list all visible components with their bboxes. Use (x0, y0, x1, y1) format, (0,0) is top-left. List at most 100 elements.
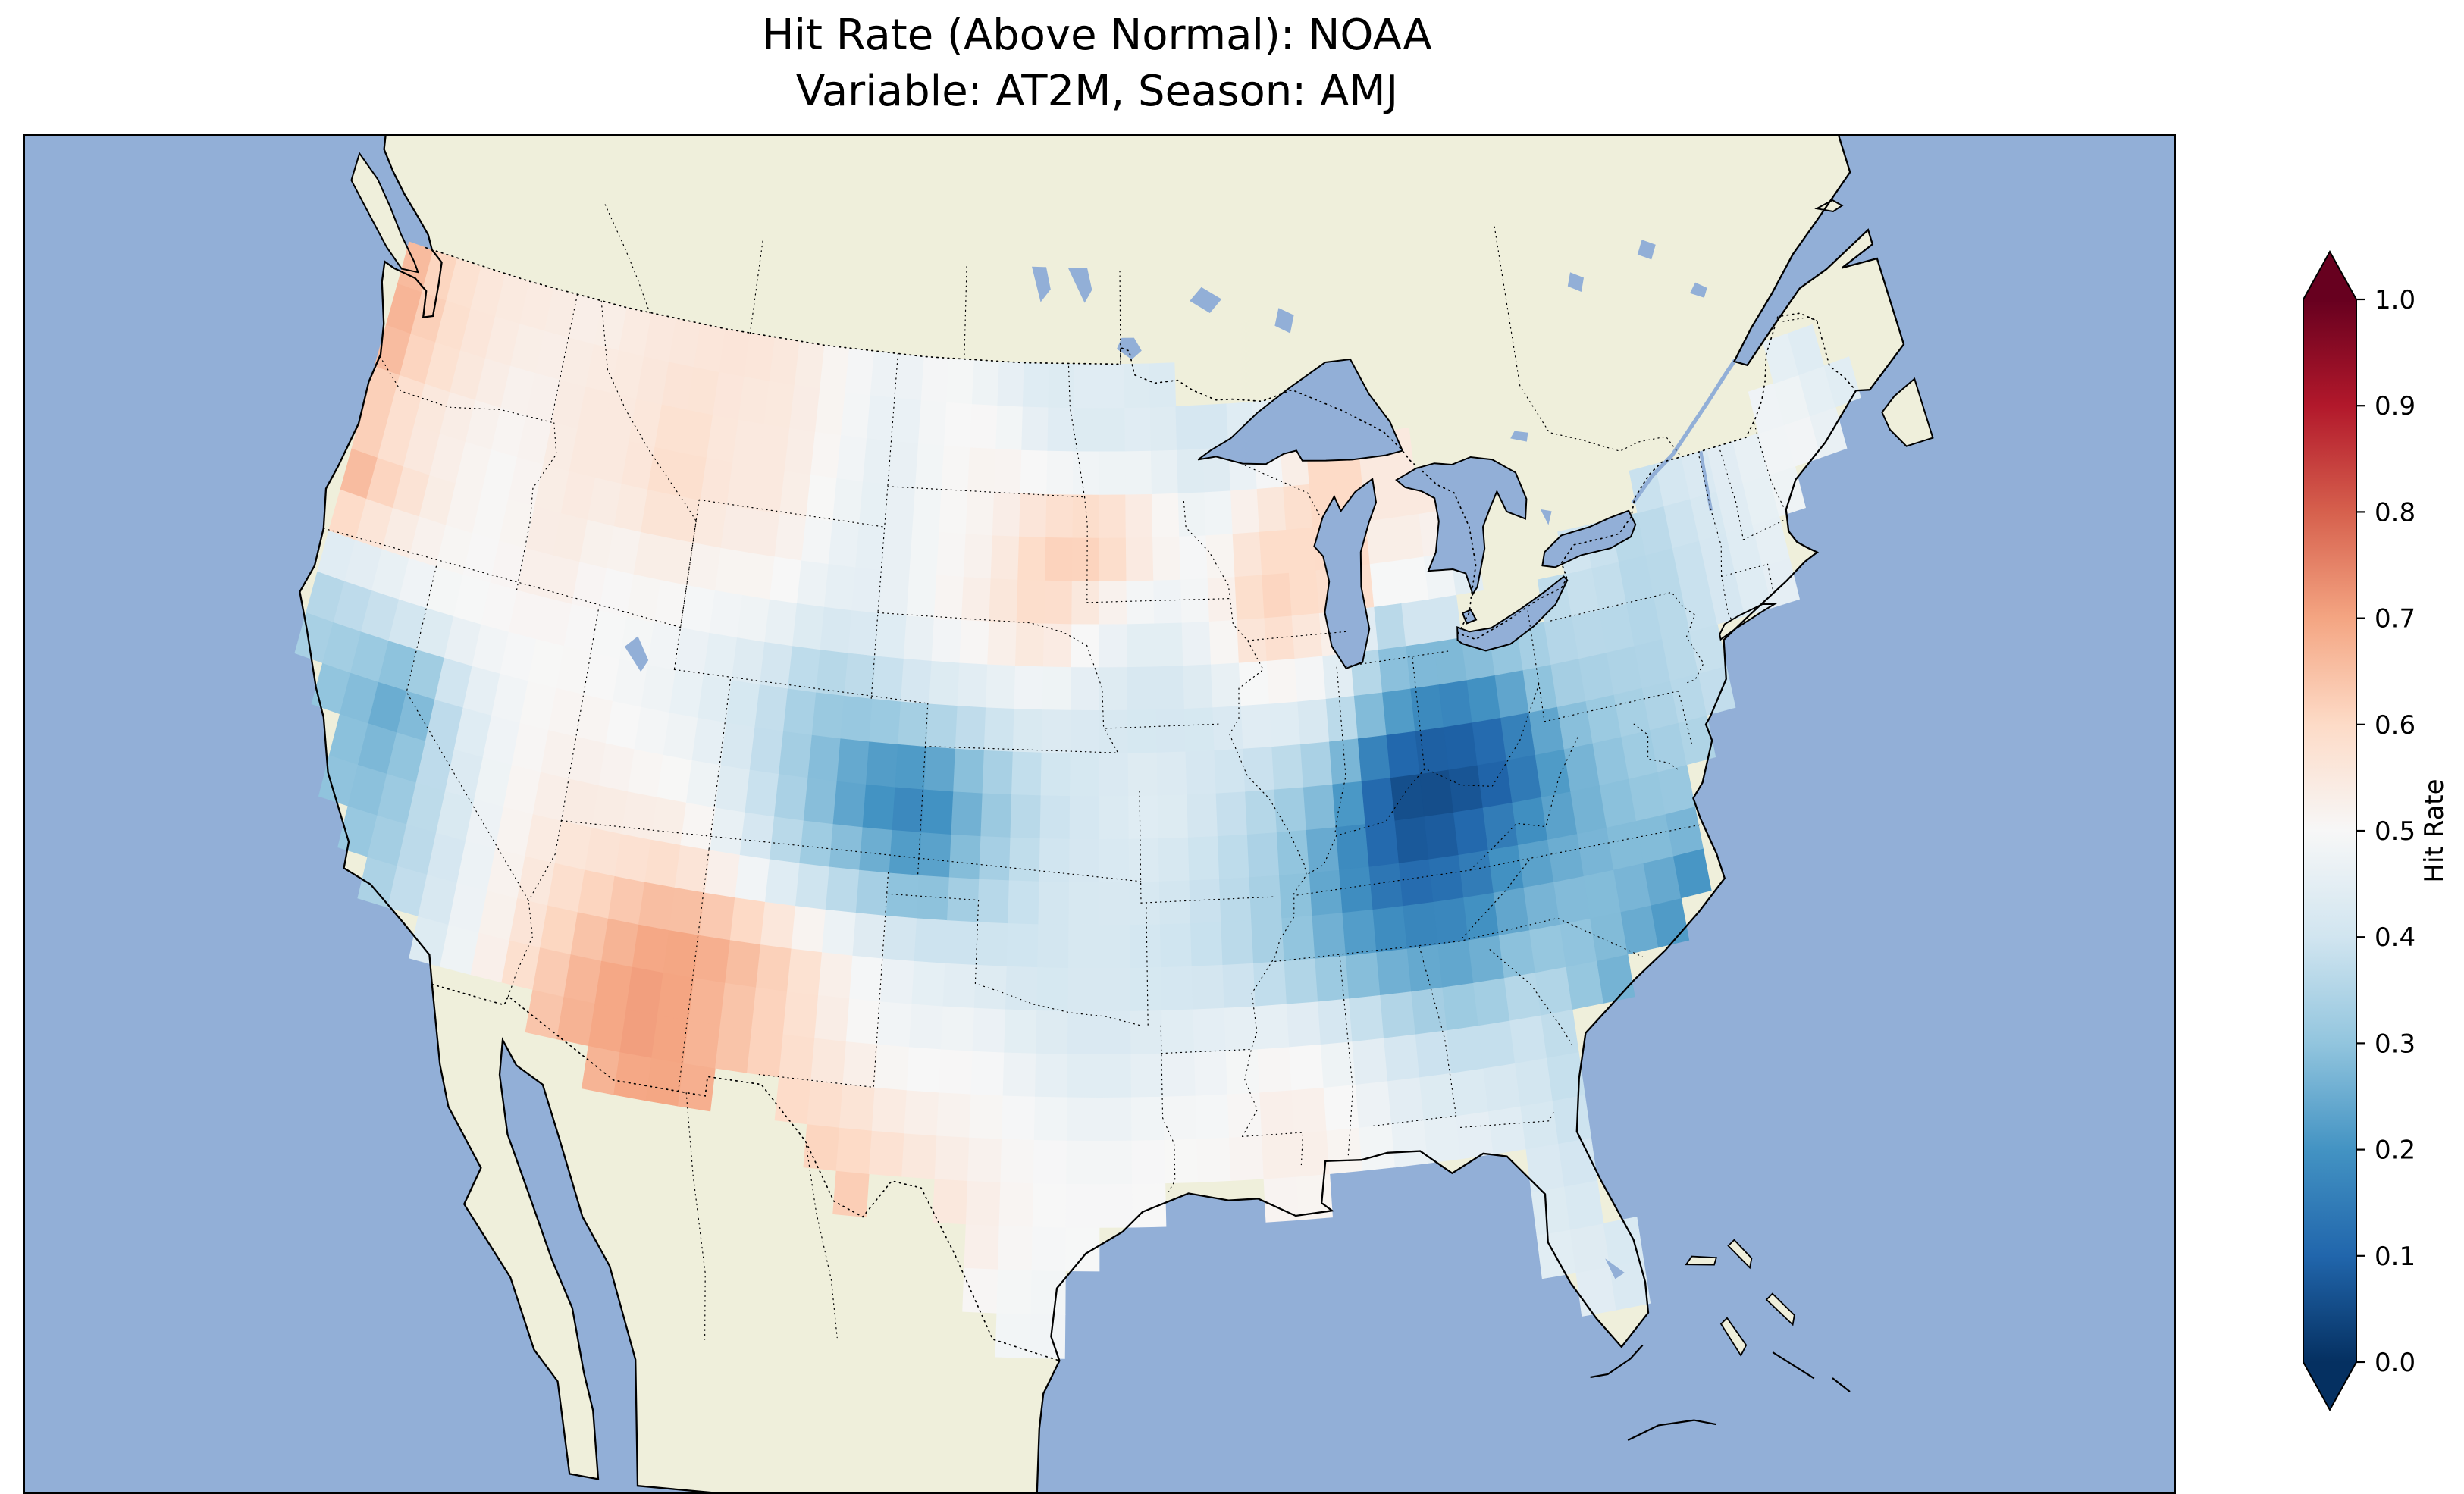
state-border (1550, 591, 1704, 684)
state-border (406, 565, 534, 997)
colorbar-tick-label: 0.5 (2375, 816, 2415, 847)
lake (1637, 240, 1656, 260)
state-border (1412, 657, 1425, 769)
island-land (351, 153, 419, 273)
state-border (1067, 363, 1086, 498)
state-border (1698, 451, 1732, 621)
state-border (698, 499, 886, 528)
chart-title-line2: Variable: AT2M, Season: AMJ (795, 66, 1399, 116)
state-border (1753, 421, 1786, 512)
island-land (1882, 378, 1933, 446)
state-border (1140, 896, 1277, 904)
state-border (1459, 917, 1643, 957)
lake (1032, 266, 1051, 302)
lake (1510, 431, 1528, 442)
state-border (1527, 610, 1545, 722)
lake (1605, 1258, 1625, 1279)
map-panel (23, 134, 2176, 1494)
colorbar-tick-label: 0.2 (2375, 1135, 2415, 1166)
island-coastline (1814, 199, 1844, 213)
state-border (379, 355, 555, 424)
state-border (560, 820, 1142, 882)
state-border (877, 612, 1088, 647)
lake (1117, 337, 1142, 360)
state-border (1161, 1048, 1252, 1054)
state-border (1339, 955, 1354, 1157)
state-border (323, 528, 682, 628)
state-border (1296, 869, 1471, 896)
bahamas-island (1685, 1255, 1717, 1266)
state-border (560, 609, 599, 822)
bahamas-island (1765, 1292, 1795, 1326)
province-border (805, 1141, 838, 1339)
colorbar-tick-label: 1.0 (2375, 285, 2415, 315)
province-border (603, 202, 650, 314)
lake (1274, 308, 1294, 334)
bahamas-island (1727, 1239, 1753, 1270)
province-border (1119, 267, 1121, 365)
state-border (678, 849, 710, 1092)
colorbar-tick-label: 0.8 (2375, 497, 2415, 528)
lake (625, 636, 649, 672)
lake (1567, 272, 1584, 292)
st-lawrence-river (1631, 359, 1737, 505)
state-border (1469, 824, 1704, 871)
state-border (1105, 723, 1222, 729)
coastline (299, 136, 1905, 1492)
state-border (1544, 691, 1679, 722)
lake-champlain (1699, 451, 1713, 511)
us-canada-border (425, 246, 1857, 641)
island-coastline (1881, 377, 1934, 447)
province-border (1494, 226, 1682, 458)
colorbar-tick-label: 0.3 (2375, 1029, 2415, 1059)
province-border (685, 1092, 706, 1340)
colorbar: 1.0 0.9 0.8 0.7 0.6 0.5 0.4 0.3 0.2 0.1 0.0 Hit Rat… (2303, 249, 2450, 1412)
state-border (1274, 941, 1460, 962)
province-border (964, 262, 967, 360)
bahamas-island (1719, 1317, 1748, 1358)
island-chain (1627, 1419, 1717, 1441)
great-lake (1461, 609, 1478, 625)
state-border (1139, 791, 1142, 904)
state-border (673, 669, 929, 704)
colorbar-tick-label: 0.1 (2375, 1242, 2415, 1272)
colorbar-tick-label: 0.7 (2375, 604, 2415, 634)
state-border (886, 893, 980, 901)
state-border (600, 300, 697, 521)
great-lake (1541, 509, 1637, 568)
state-border (1244, 465, 1324, 522)
island-chain (1772, 1351, 1815, 1380)
state-border (758, 872, 889, 1088)
colorbar-tick-label: 0.6 (2375, 710, 2415, 741)
island-land (1817, 200, 1842, 211)
lake (1540, 509, 1552, 525)
hit-rate-heatmap (294, 241, 1861, 1359)
state-border (528, 820, 562, 901)
us-mexico-border (431, 983, 1061, 1362)
state-border (1459, 860, 1530, 942)
chart-title: Hit Rate (Above Normal): NOAA Variable: … (23, 8, 2171, 120)
great-lake (1197, 358, 1404, 465)
state-border (1242, 1132, 1304, 1168)
island-chain (1590, 1344, 1644, 1379)
colorbar-axis-label: Hit Rate (2419, 778, 2450, 882)
state-border (1084, 496, 1088, 603)
island-coastline (350, 152, 419, 274)
colorbar-extend-min (2303, 1362, 2356, 1410)
colorbar-extend-max (2303, 252, 2356, 299)
state-border (1247, 631, 1348, 641)
state-border (1086, 598, 1230, 603)
colorbar-tick-label: 0.0 (2375, 1348, 2415, 1378)
state-border (1183, 501, 1307, 1137)
state-border (1146, 902, 1149, 1026)
state-border (1721, 563, 1769, 577)
lake (1190, 287, 1222, 313)
state-border (1372, 1115, 1457, 1127)
colorbar-tick-label: 0.9 (2375, 391, 2415, 421)
state-border (680, 520, 697, 628)
great-lake (1313, 477, 1378, 670)
state-border (924, 746, 1119, 753)
state-border (1306, 684, 1540, 875)
island-coastline (1719, 603, 1777, 641)
